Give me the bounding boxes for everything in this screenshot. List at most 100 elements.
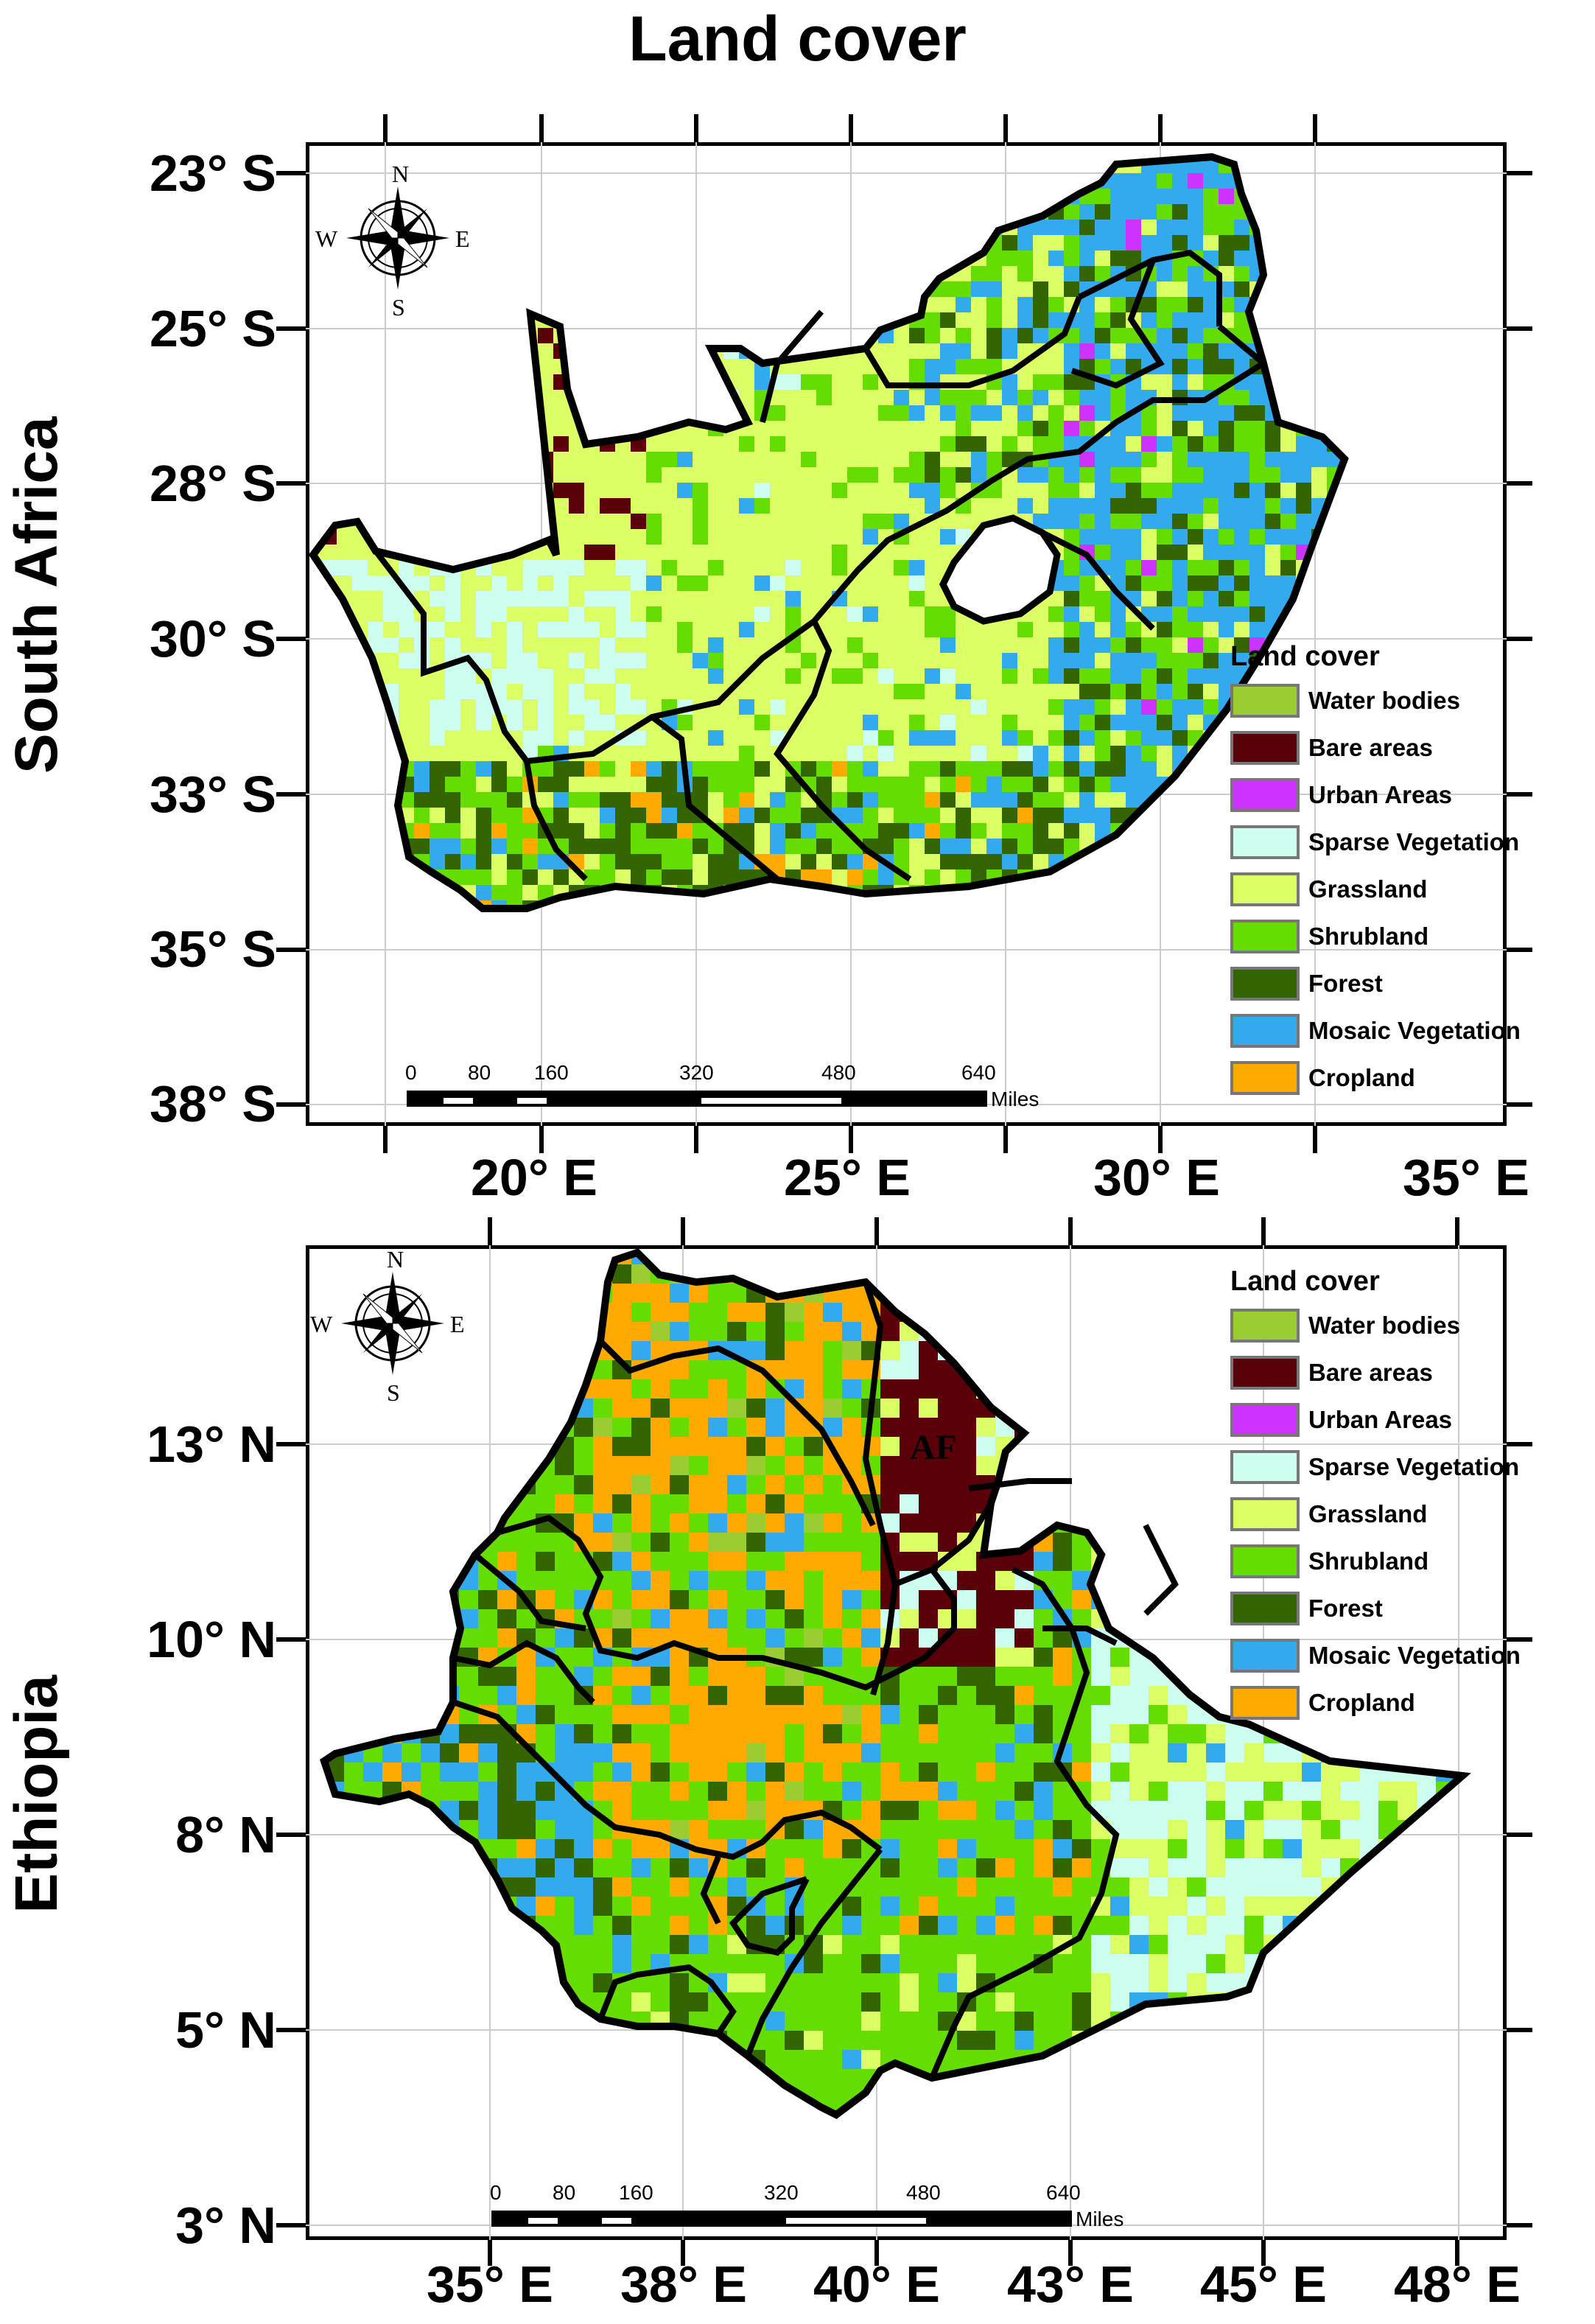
legend-item: Forest	[1230, 1585, 1521, 1632]
compass-rose-icon: N S E W	[310, 1246, 465, 1406]
legend-item: Cropland	[1230, 1679, 1521, 1726]
scale-tick: 480	[821, 1061, 856, 1084]
legend-item: Water bodies	[1230, 677, 1521, 724]
legend-label: Cropland	[1308, 1064, 1415, 1091]
legend-label: Cropland	[1308, 1689, 1415, 1716]
legend-swatch	[1230, 1309, 1300, 1343]
compass-rose-icon: N S E W	[315, 161, 470, 321]
legend-label: Mosaic Vegetation	[1308, 1017, 1521, 1044]
lon-label: 35° E	[1403, 1149, 1529, 1206]
scale-unit: Miles	[1076, 2208, 1124, 2230]
legend-item: Urban Areas	[1230, 771, 1521, 819]
legend-label: Forest	[1308, 970, 1383, 997]
legend-label: Bare areas	[1308, 734, 1433, 761]
legend-label: Water bodies	[1308, 1312, 1460, 1339]
lat-label: 33° S	[150, 766, 276, 823]
scale-tick: 0	[405, 1061, 417, 1084]
legend-item: Mosaic Vegetation	[1230, 1007, 1521, 1054]
legend-label: Water bodies	[1308, 687, 1460, 714]
legend-swatch	[1230, 1061, 1300, 1095]
legend-item: Bare areas	[1230, 724, 1521, 771]
legend-items: Water bodies Bare areas Urban Areas Sparse …	[1230, 677, 1521, 1102]
legend-item: Sparse Vegetation	[1230, 1443, 1521, 1491]
scale-tick: 160	[619, 2181, 653, 2204]
lat-label: 23° S	[150, 144, 276, 202]
lat-label: 13° N	[147, 1415, 276, 1473]
legend-item: Bare areas	[1230, 1349, 1521, 1396]
lat-label: 10° N	[147, 1611, 276, 1668]
legend-swatch	[1230, 731, 1300, 765]
legend-item: Sparse Vegetation	[1230, 819, 1521, 866]
legend-item: Grassland	[1230, 1491, 1521, 1538]
lat-label: 25° S	[150, 300, 276, 357]
scale-tick: 640	[1046, 2181, 1081, 2204]
legend-swatch	[1230, 1544, 1300, 1578]
legend-label: Sparse Vegetation	[1308, 1453, 1520, 1480]
scale-bar: 0 80 160 320 480 640 Miles	[405, 1061, 1068, 1110]
legend-swatch	[1230, 1450, 1300, 1484]
scale-bar: 0 80 160 320 480 640 Miles	[490, 2181, 1153, 2230]
legend-swatch	[1230, 1403, 1300, 1437]
lat-label: 5° N	[175, 2001, 276, 2059]
legend-swatch	[1230, 920, 1300, 953]
legend-item: Shrubland	[1230, 913, 1521, 960]
scale-bar-graphic	[491, 2211, 1072, 2227]
legend-title: Land cover	[1230, 641, 1380, 672]
lon-label: 25° E	[784, 1149, 911, 1206]
legend-item: Cropland	[1230, 1054, 1521, 1102]
legend-label: Urban Areas	[1308, 781, 1453, 808]
legend-south-africa: Land cover Water bodies Bare areas Urban A…	[1230, 641, 1521, 1102]
legend-label: Urban Areas	[1308, 1406, 1453, 1433]
lat-label: 28° S	[150, 455, 276, 512]
legend-items: Water bodies Bare areas Urban Areas Sparse …	[1230, 1302, 1521, 1726]
scale-tick: 80	[553, 2181, 576, 2204]
lat-label: 38° S	[150, 1075, 276, 1133]
legend-item: Urban Areas	[1230, 1396, 1521, 1443]
scale-tick: 480	[906, 2181, 941, 2204]
map-south-africa: N S E W	[306, 142, 1507, 1126]
axis-ticks-south-africa	[276, 114, 1532, 1153]
legend-label: Shrubland	[1308, 1547, 1429, 1575]
legend-item: Shrubland	[1230, 1538, 1521, 1585]
legend-item: Forest	[1230, 960, 1521, 1007]
map-ethiopia: AF N S E W	[306, 1245, 1507, 2240]
lat-label: 35° S	[150, 920, 276, 978]
legend-swatch	[1230, 825, 1300, 859]
scale-tick: 640	[961, 1061, 996, 1084]
legend-label: Bare areas	[1308, 1359, 1433, 1386]
scale-bar-graphic	[407, 1091, 987, 1107]
scale-tick: 320	[764, 2181, 799, 2204]
lon-label: 20° E	[471, 1149, 597, 1206]
lat-label: 30° S	[150, 610, 276, 668]
legend-swatch	[1230, 1639, 1300, 1673]
legend-ethiopia: Land cover Water bodies Bare areas Urban A…	[1230, 1266, 1521, 1726]
scale-unit: Miles	[991, 1088, 1040, 1110]
legend-label: Sparse Vegetation	[1308, 828, 1520, 855]
legend-item: Grassland	[1230, 866, 1521, 913]
legend-swatch	[1230, 1497, 1300, 1531]
legend-swatch	[1230, 1014, 1300, 1048]
legend-label: Grassland	[1308, 1500, 1428, 1527]
scale-tick: 160	[534, 1061, 569, 1084]
legend-swatch	[1230, 967, 1300, 1001]
lat-label: 3° N	[175, 2197, 276, 2254]
legend-swatch	[1230, 1686, 1300, 1720]
region-label-af: AF	[910, 1428, 957, 1467]
lat-label: 8° N	[175, 1806, 276, 1863]
legend-swatch	[1230, 1592, 1300, 1625]
legend-swatch	[1230, 684, 1300, 718]
scale-tick: 80	[468, 1061, 491, 1084]
legend-swatch	[1230, 872, 1300, 906]
figure-title: Land cover	[628, 4, 967, 74]
legend-swatch	[1230, 778, 1300, 812]
scale-tick: 0	[490, 2181, 502, 2204]
legend-swatch	[1230, 1356, 1300, 1390]
legend-title: Land cover	[1230, 1266, 1380, 1297]
lon-label: 30° E	[1093, 1149, 1220, 1206]
legend-label: Shrubland	[1308, 923, 1429, 950]
legend-item: Water bodies	[1230, 1302, 1521, 1349]
legend-label: Mosaic Vegetation	[1308, 1642, 1521, 1669]
scale-tick: 320	[679, 1061, 714, 1084]
legend-label: Forest	[1308, 1595, 1383, 1622]
